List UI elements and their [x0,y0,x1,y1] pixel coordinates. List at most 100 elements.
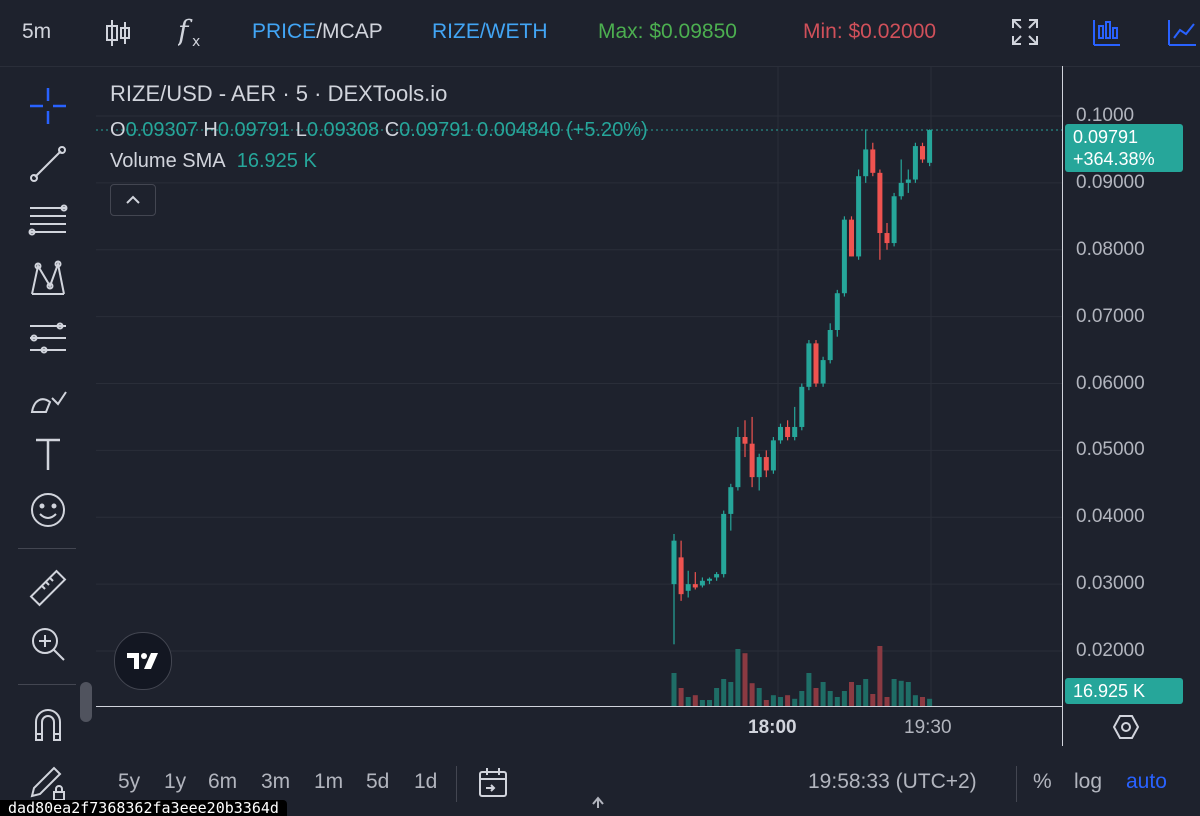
text-icon[interactable] [24,430,72,478]
collapse-legend-button[interactable] [110,184,156,216]
volume-bar [785,695,791,706]
range-1d[interactable]: 1d [414,770,438,793]
volume-bar [756,688,762,706]
time-tick: 18:00 [748,717,797,738]
volume-bar [763,700,769,706]
candle-body [884,233,890,244]
volume-bar [770,695,776,706]
auto-toggle[interactable]: auto [1126,770,1167,793]
volume-bar [905,682,911,706]
settings-icon[interactable] [1112,714,1140,745]
low-value: 0.09308 [306,119,380,141]
fib-retracement-icon[interactable] [24,198,72,246]
price-tick: 0.1000 [1076,105,1135,126]
open-value: 0.09307 [125,119,198,141]
pattern-icon[interactable] [24,256,72,304]
candle-body [841,219,847,294]
range-1m[interactable]: 1m [314,770,344,793]
candle-body [728,487,734,514]
candle-body [671,540,677,585]
svg-text:x: x [192,34,200,50]
percent-toggle[interactable]: % [1033,770,1052,793]
line-chart-icon[interactable] [1166,16,1196,53]
candlestick-type-icon[interactable] [104,18,132,53]
volume-badge: 16.925 K [1065,678,1183,704]
top-toolbar: 5m f x PRICE/MCAP RIZE/WETH Max: $0.0985… [0,0,1200,67]
volume-bar [728,682,734,706]
goto-date-icon[interactable] [476,766,510,805]
magnet-icon[interactable] [24,700,72,748]
volume-bar [685,697,691,706]
volume-bar [692,695,698,706]
volume-bar [778,697,783,706]
range-5d[interactable]: 5d [366,770,390,793]
range-5y[interactable]: 5y [118,770,141,793]
candle-body [898,182,904,197]
volume-bar [870,694,876,706]
range-6m[interactable]: 6m [208,770,238,793]
candle-body [692,584,698,588]
volume-bar [891,679,897,706]
price-tick: 0.06000 [1076,372,1145,394]
volume-bar [735,649,741,706]
crosshair-icon[interactable] [24,82,72,130]
price-mcap-toggle[interactable]: PRICE/MCAP [252,20,383,43]
volume-bar [678,688,684,706]
volume-bar [827,691,833,706]
svg-text:f: f [178,14,193,47]
drawing-toolbar [0,66,96,801]
bar-chart-icon[interactable] [1091,16,1123,53]
zoom-in-icon[interactable] [24,620,72,668]
pair-switch-button[interactable]: RIZE/WETH [432,20,548,43]
candle-body [714,574,720,578]
candle-body [905,179,911,183]
emoji-icon[interactable] [24,486,72,534]
candle-body [856,176,862,257]
range-1y[interactable]: 1y [164,770,187,793]
ohlc-legend: O0.09307 H0.09791 L0.09308 C0.09791 0.00… [110,119,648,141]
ruler-icon[interactable] [24,564,72,612]
volume-legend: Volume SMA 16.925 K [110,150,317,172]
volume-bar [707,700,712,706]
volume-bar [834,697,840,706]
log-toggle[interactable]: log [1074,770,1103,793]
price-option[interactable]: PRICE [252,20,317,43]
candle-body [834,293,840,330]
candle-body [870,149,876,173]
mcap-option[interactable]: MCAP [322,20,383,43]
candle-body [742,437,748,444]
fullscreen-icon[interactable] [1010,17,1040,52]
footer-hash: dad80ea2f7368362fa3eee20b3364d [0,800,287,816]
chart-pane[interactable]: RIZE/USD - AER · 5 · DEXTools.io O0.0930… [96,66,1062,706]
volume-bar [721,679,727,706]
tradingview-logo-icon[interactable] [114,632,172,690]
volume-bar [792,698,798,706]
price-chart[interactable] [96,66,1062,706]
volume-bar [927,698,933,706]
prediction-icon[interactable] [24,314,72,362]
volume-bar [806,673,812,706]
candle-body [863,149,869,177]
bottom-toolbar: 5y 1y 6m 3m 1m 5d 1d 19:58:33 (UTC+2) % … [0,750,1200,816]
volume-bars [671,646,933,706]
price-axis[interactable]: 0.1000 0.09000 0.08000 0.07000 0.06000 0.0500… [1062,66,1200,746]
brush-icon[interactable] [24,372,72,420]
candles [671,129,933,645]
toolbar-scrollbar[interactable] [80,682,92,722]
range-3m[interactable]: 3m [261,770,291,793]
interval-button[interactable]: 5m [22,20,52,43]
candle-body [763,457,769,471]
volume-bar [699,700,705,706]
candle-body [785,426,791,437]
current-price-badge: 0.09791 +364.38% [1065,124,1183,172]
price-tick: 0.05000 [1076,439,1145,461]
fx-icon[interactable]: f x [176,14,210,55]
volume-bar [799,691,805,706]
volume-bar [671,673,677,706]
clock-timezone[interactable]: 19:58:33 (UTC+2) [808,770,977,793]
chevron-up-icon[interactable] [590,794,606,813]
price-tick: 0.02000 [1076,640,1145,661]
time-axis[interactable]: 18:00 19:30 [96,706,1062,747]
trend-line-icon[interactable] [24,140,72,188]
volume-bar [841,691,847,706]
